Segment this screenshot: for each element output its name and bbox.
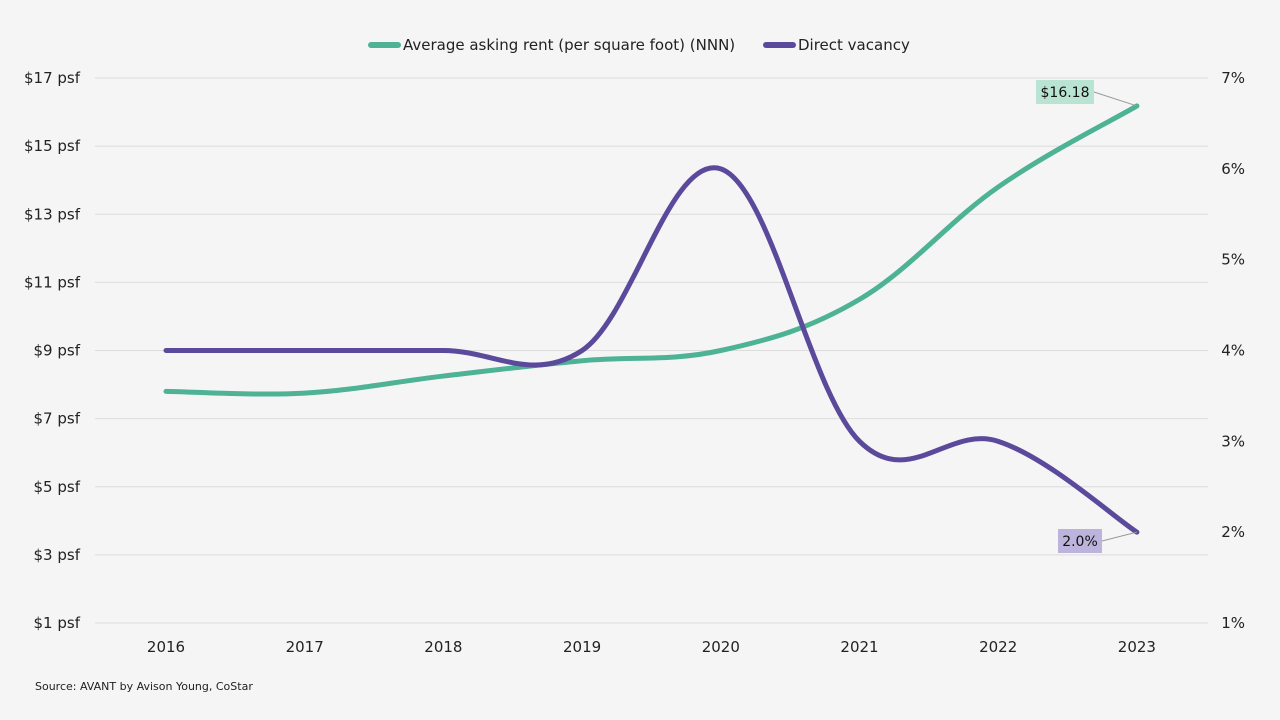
callout-box bbox=[1058, 529, 1102, 553]
x-tick-label: 2023 bbox=[1118, 638, 1156, 656]
left-axis-ticks: $17 psf $15 psf $13 psf $11 psf $9 psf $7 psf… bbox=[24, 69, 81, 632]
left-tick-label: $7 psf bbox=[34, 410, 81, 428]
callout-box bbox=[1036, 80, 1094, 104]
legend-label-rent: Average asking rent (per square foot) (N… bbox=[403, 36, 735, 54]
callout-label: $16.18 bbox=[1041, 85, 1090, 101]
left-tick-label: $1 psf bbox=[34, 614, 81, 632]
x-tick-label: 2022 bbox=[979, 638, 1017, 656]
right-tick-label: 1% bbox=[1221, 614, 1245, 632]
x-tick-label: 2018 bbox=[424, 638, 462, 656]
right-tick-label: 7% bbox=[1221, 69, 1245, 87]
x-tick-label: 2020 bbox=[702, 638, 740, 656]
rent-series-line bbox=[163, 103, 1140, 397]
x-tick-label: 2017 bbox=[286, 638, 324, 656]
x-tick-label: 2016 bbox=[147, 638, 185, 656]
left-tick-label: $15 psf bbox=[24, 137, 81, 155]
x-tick-label: 2021 bbox=[840, 638, 878, 656]
vacancy-series-line bbox=[163, 165, 1140, 535]
callout-leader bbox=[1093, 91, 1138, 107]
right-tick-label: 3% bbox=[1221, 432, 1245, 450]
right-tick-label: 4% bbox=[1221, 342, 1245, 360]
x-axis-ticks: 2016 2017 2018 2019 2020 2021 2022 2023 bbox=[147, 638, 1156, 656]
left-tick-label: $11 psf bbox=[24, 273, 81, 291]
x-tick-label: 2019 bbox=[563, 638, 601, 656]
callout-leader bbox=[1101, 531, 1138, 542]
left-tick-label: $5 psf bbox=[34, 478, 81, 496]
source-note: Source: AVANT by Avison Young, CoStar bbox=[35, 680, 253, 693]
callout-label: 2.0% bbox=[1062, 534, 1098, 550]
right-tick-label: 6% bbox=[1221, 160, 1245, 178]
right-tick-label: 5% bbox=[1221, 251, 1245, 269]
legend: Average asking rent (per square foot) (N… bbox=[368, 36, 910, 54]
series-lines bbox=[163, 103, 1140, 535]
right-tick-label: 2% bbox=[1221, 523, 1245, 541]
data-callouts: $16.18 2.0% bbox=[1036, 80, 1138, 553]
left-tick-label: $9 psf bbox=[34, 342, 81, 360]
left-tick-label: $17 psf bbox=[24, 69, 81, 87]
legend-label-vacancy: Direct vacancy bbox=[798, 36, 910, 54]
left-tick-label: $3 psf bbox=[34, 546, 81, 564]
left-tick-label: $13 psf bbox=[24, 205, 81, 223]
right-axis-ticks: 7% 6% 5% 4% 3% 2% 1% bbox=[1221, 69, 1245, 632]
